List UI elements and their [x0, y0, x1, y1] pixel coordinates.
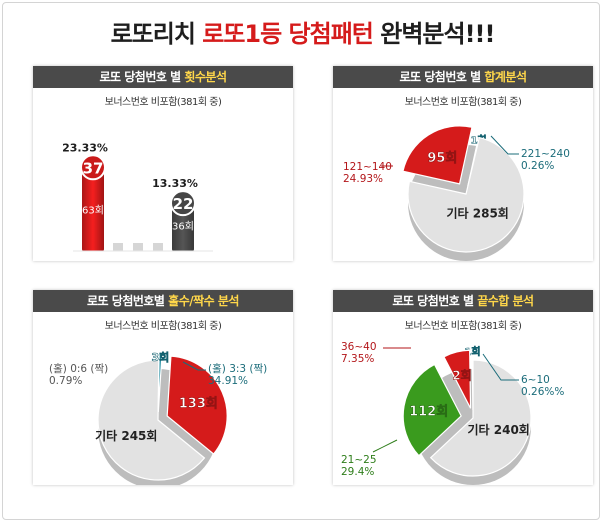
- leader-line: [182, 361, 206, 371]
- slice-percent-label: 0.79%: [49, 375, 82, 387]
- leader-line: [490, 135, 519, 155]
- pie-slice-1: [429, 359, 532, 477]
- page-title: 로또리치 로또1등 당첨패턴 완벽분석!!!: [0, 14, 605, 49]
- panel-header: 로또 당첨번호별 홀수/짝수 분석: [33, 290, 293, 312]
- slice-count-label: 기타 285회: [446, 206, 508, 221]
- pie-slice-3: [443, 349, 472, 409]
- slice-percent-label: 34.91%: [208, 375, 248, 387]
- slice-percent-label: 0.26%: [521, 160, 554, 172]
- count-bar-chart: 37 23.33% 63회 22 13.33% 36회: [62, 141, 213, 252]
- bar-minor: [133, 243, 143, 251]
- leader-line: [482, 353, 519, 381]
- slice-count-label: 133회: [179, 395, 218, 411]
- panel-header-text: 로또 당첨번호 별: [399, 70, 485, 84]
- leader-line: [372, 439, 398, 453]
- panel-subtitle: 보너스번호 비포함(381회 중): [404, 97, 522, 108]
- pie-slice-0: [402, 125, 473, 185]
- panel-header-text: 로또 당첨번호 별: [99, 70, 185, 84]
- ball-number: 22: [173, 195, 194, 213]
- slice-count-label: 2회: [452, 367, 471, 382]
- pie-slice-2: [402, 363, 462, 457]
- slice-percent-label: 24.93%: [343, 173, 383, 185]
- panel-header-highlight: 횟수분석: [184, 70, 227, 84]
- slice-range-label: 6~10: [521, 374, 550, 386]
- pie-slice-1: [97, 359, 206, 481]
- pie-slice-2: [157, 351, 163, 413]
- slice-range-label: 121~140: [343, 161, 392, 173]
- slice-count-label: 기타 240회: [468, 422, 530, 437]
- panel-end-sum-analysis: 로또 당첨번호 별 끝수합 분석 보너스번호 비포함(381회 중) 1회 기타 …: [333, 290, 593, 485]
- bar-minor: [153, 243, 163, 251]
- panel-header-highlight: 합계분석: [484, 70, 527, 84]
- slice-count-label: 112회: [409, 403, 448, 419]
- title-suffix: 완벽분석!!!: [380, 20, 495, 48]
- panel-header-text: 로또 당첨번호별: [87, 294, 169, 308]
- bar-count-label: 36회: [172, 220, 194, 232]
- panel-subtitle: 보너스번호 비포함(381회 중): [104, 321, 222, 332]
- bar-37: [82, 167, 104, 251]
- bar-minor: [113, 243, 123, 251]
- pie-slice-2: [407, 136, 525, 253]
- ball-number: 37: [83, 159, 104, 177]
- bar-percent-label: 23.33%: [62, 141, 108, 154]
- panel-sum-analysis: 로또 당첨번호 별 합계분석 보너스번호 비포함(381회 중) 95회1회기타…: [333, 66, 593, 261]
- ball-37: [80, 154, 106, 181]
- slice-range-label: 221~240: [521, 148, 570, 160]
- slice-range-label: 21~25: [341, 454, 377, 466]
- panel-header: 로또 당첨번호 별 합계분석: [333, 66, 593, 88]
- slice-count-label: 95회: [427, 150, 457, 166]
- slice-range-label: 36~40: [341, 341, 377, 353]
- slice-count-label: 기타 245회: [95, 428, 157, 443]
- slice-percent-label: 29.4%: [341, 466, 374, 478]
- slice-range-label: (홀) 0:6 (짝): [49, 362, 108, 375]
- panel-header: 로또 당첨번호 별 횟수분석: [33, 66, 293, 88]
- panel-header-highlight: 홀수/짝수 분석: [168, 294, 239, 308]
- slice-count-label: 3회: [152, 350, 170, 364]
- panel-count-analysis: 로또 당첨번호 별 횟수분석 보너스번호 비포함(381회 중) 37 23.33…: [33, 66, 293, 261]
- title-highlight: 로또1등 당첨패턴: [202, 20, 374, 48]
- panel-subtitle: 보너스번호 비포함(381회 중): [404, 321, 522, 332]
- panel-header: 로또 당첨번호 별 끝수합 분석: [333, 290, 593, 312]
- slice-percent-label: 7.35%: [341, 353, 374, 365]
- panel-odd-even-analysis: 로또 당첨번호별 홀수/짝수 분석 보너스번호 비포함(381회 중) 133회…: [33, 290, 293, 485]
- bar-22: [172, 203, 194, 251]
- panel-subtitle: 보너스번호 비포함(381회 중): [104, 97, 222, 108]
- ball-22: [170, 190, 196, 217]
- bar-count-label: 63회: [82, 204, 104, 216]
- bar-percent-label: 13.33%: [152, 177, 198, 190]
- slice-percent-label: 0.26%%: [521, 386, 564, 398]
- panel-header-text: 로또 당첨번호 별: [392, 294, 478, 308]
- panel-header-highlight: 끝수합 분석: [477, 294, 534, 308]
- slice-range-label: (홀) 3:3 (짝): [208, 362, 267, 375]
- title-brand: 로또리치: [110, 20, 196, 48]
- pie-slice-0: [166, 355, 228, 455]
